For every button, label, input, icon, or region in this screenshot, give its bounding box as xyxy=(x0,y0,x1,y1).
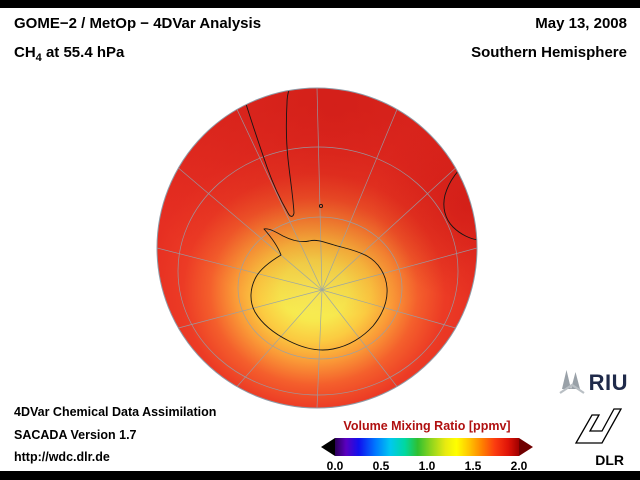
bottom-border-bar xyxy=(0,471,640,480)
dlr-logo: DLR xyxy=(566,401,628,468)
date-region-block: May 13, 2008 Southern Hemisphere xyxy=(471,16,627,60)
colorbar-tick-0: 0.0 xyxy=(326,459,344,473)
coastline-africa xyxy=(443,157,477,241)
colorbar-ticks: 0.0 0.5 1.0 1.5 2.0 xyxy=(321,459,533,474)
pressure-level-label: at 55.4 hPa xyxy=(41,44,125,61)
assimilation-label: 4DVar Chemical Data Assimilation xyxy=(14,405,217,419)
hemisphere-label: Southern Hemisphere xyxy=(471,44,627,61)
colorbar-arrow-left xyxy=(321,438,335,456)
colorbar-tick-3: 1.5 xyxy=(464,459,482,473)
top-border-bar xyxy=(0,0,640,8)
riu-logo: RIU xyxy=(558,368,628,396)
colorbar-tick-4: 2.0 xyxy=(510,459,528,473)
species-subscript: 4 xyxy=(35,52,42,64)
colorbar-tick-2: 1.0 xyxy=(418,459,436,473)
riu-cathedral-icon xyxy=(558,370,585,394)
coastline-falklands xyxy=(318,203,324,209)
url-label: http://wdc.dlr.de xyxy=(14,450,110,464)
plot-title-block: GOME−2 / MetOp − 4DVar Analysis CH4 at 5… xyxy=(14,16,261,64)
colorbar-tick-1: 0.5 xyxy=(372,459,390,473)
plot-title: GOME−2 / MetOp − 4DVar Analysis xyxy=(14,15,262,32)
coastline-antarctica xyxy=(250,228,388,351)
colorbar-gradient xyxy=(335,438,519,456)
field-dark-patch xyxy=(157,88,477,408)
graticule xyxy=(157,88,477,408)
credits-block: 4DVar Chemical Data Assimilation SACADA … xyxy=(14,401,216,469)
colorbar xyxy=(321,438,533,456)
date-label: May 13, 2008 xyxy=(535,15,627,32)
globe-limb xyxy=(156,87,478,409)
version-label: SACADA Version 1.7 xyxy=(14,427,137,442)
dlr-logo-text: DLR xyxy=(595,452,624,468)
colorbar-block: Volume Mixing Ratio [ppmv] 0.0 0.5 1.0 1… xyxy=(321,419,533,474)
riu-logo-text: RIU xyxy=(588,370,628,396)
species-level-label: CH4 at 55.4 hPa xyxy=(14,45,261,64)
colorbar-title: Volume Mixing Ratio [ppmv] xyxy=(343,419,511,433)
species-symbol: CH xyxy=(14,44,36,61)
dlr-bird-icon xyxy=(574,408,623,444)
coastline-south-america xyxy=(245,89,295,217)
colorbar-arrow-right xyxy=(519,438,533,456)
